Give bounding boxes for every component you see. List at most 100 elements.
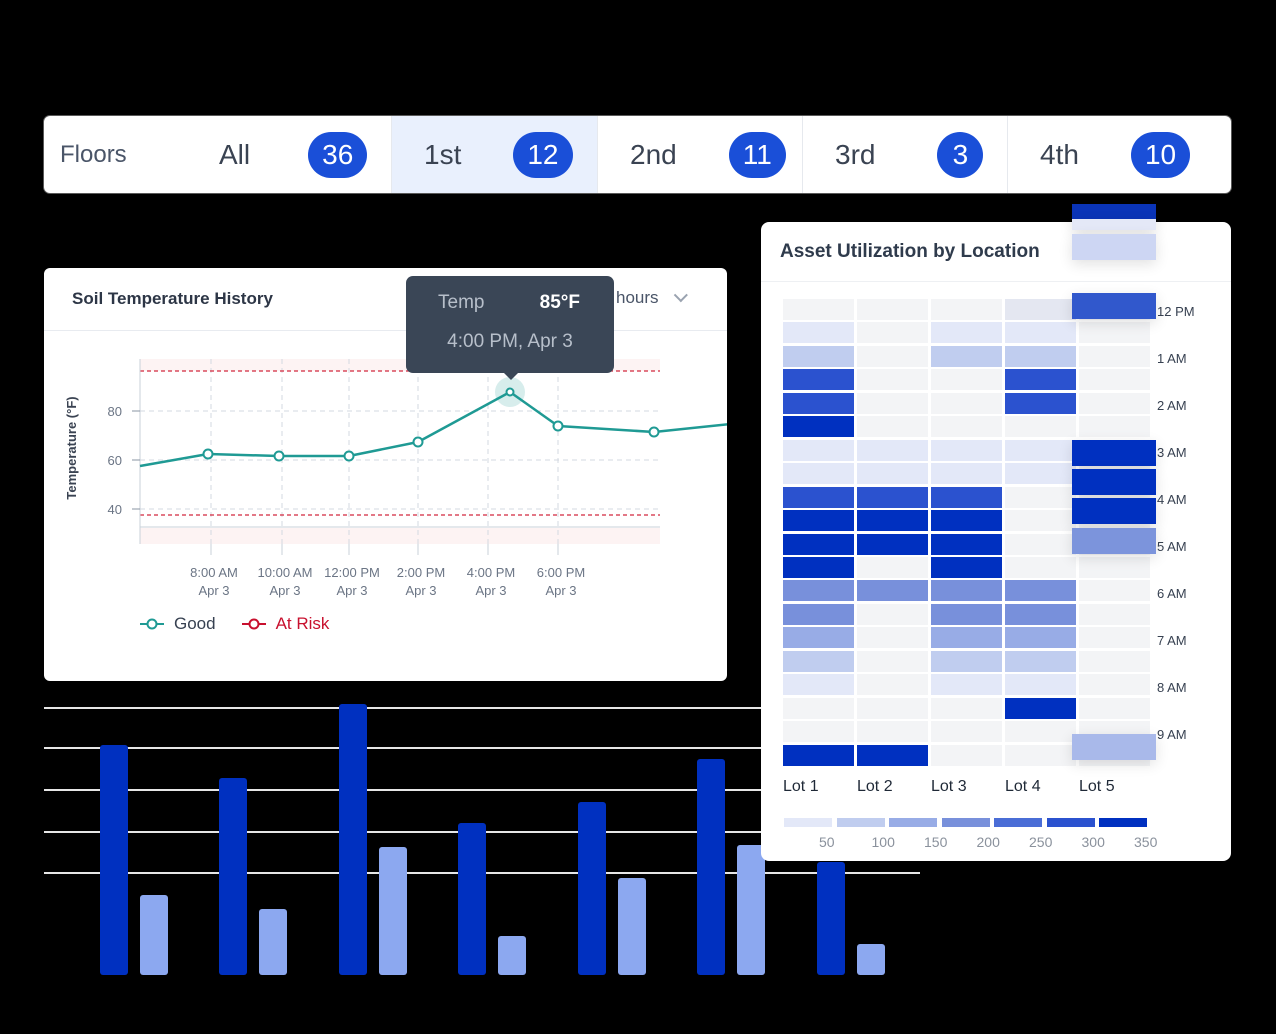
heatmap-cell[interactable] [931, 744, 1002, 766]
heatmap-cell[interactable] [857, 392, 928, 414]
data-point[interactable] [273, 450, 285, 462]
heatmap-cell[interactable] [857, 463, 928, 485]
heatmap-cell[interactable] [1005, 463, 1076, 485]
heatmap-cell[interactable] [857, 439, 928, 461]
heatmap-cell[interactable] [931, 369, 1002, 391]
heatmap-cell[interactable] [783, 744, 854, 766]
heatmap-cell[interactable] [931, 697, 1002, 719]
heatmap-cell[interactable] [1005, 392, 1076, 414]
heatmap-cell[interactable] [931, 533, 1002, 555]
data-point[interactable] [552, 420, 564, 432]
heatmap-cell[interactable] [1005, 510, 1076, 532]
heatmap-cell[interactable] [1005, 721, 1076, 743]
heatmap-cell[interactable] [1079, 697, 1150, 719]
heatmap-cell[interactable] [857, 556, 928, 578]
heatmap-cell[interactable] [931, 463, 1002, 485]
heatmap-cell[interactable] [1079, 627, 1150, 649]
floor-tab-2nd[interactable]: 2nd 11 [597, 116, 802, 193]
heatmap-cell[interactable] [1005, 603, 1076, 625]
floating-heatmap-cell[interactable] [1072, 219, 1156, 230]
heatmap-cell[interactable] [1079, 392, 1150, 414]
heatmap-cell[interactable] [931, 322, 1002, 344]
heatmap-cell[interactable] [857, 533, 928, 555]
heatmap-cell[interactable] [931, 580, 1002, 602]
heatmap-cell[interactable] [931, 721, 1002, 743]
heatmap-cell[interactable] [857, 721, 928, 743]
heatmap-cell[interactable] [783, 345, 854, 367]
heatmap-cell[interactable] [1079, 650, 1150, 672]
heatmap-cell[interactable] [857, 697, 928, 719]
heatmap-cell[interactable] [1005, 486, 1076, 508]
floating-heatmap-cell[interactable] [1072, 469, 1156, 495]
floating-heatmap-cell[interactable] [1072, 234, 1156, 260]
heatmap-cell[interactable] [931, 416, 1002, 438]
heatmap-cell[interactable] [857, 510, 928, 532]
heatmap-cell[interactable] [857, 299, 928, 320]
heatmap-cell[interactable] [783, 603, 854, 625]
heatmap-cell[interactable] [1005, 650, 1076, 672]
data-point[interactable] [648, 426, 660, 438]
heatmap-cell[interactable] [783, 510, 854, 532]
floating-heatmap-cell[interactable] [1072, 734, 1156, 760]
heatmap-cell[interactable] [783, 650, 854, 672]
data-point[interactable] [412, 436, 424, 448]
heatmap-cell[interactable] [783, 486, 854, 508]
heatmap-cell[interactable] [857, 674, 928, 696]
heatmap-cell[interactable] [783, 369, 854, 391]
heatmap-cell[interactable] [857, 627, 928, 649]
heatmap-cell[interactable] [1005, 674, 1076, 696]
heatmap-cell[interactable] [783, 580, 854, 602]
heatmap-cell[interactable] [783, 463, 854, 485]
heatmap-cell[interactable] [783, 533, 854, 555]
heatmap-cell[interactable] [1079, 345, 1150, 367]
floating-heatmap-cell[interactable] [1072, 498, 1156, 524]
heatmap-cell[interactable] [1005, 439, 1076, 461]
heatmap-cell[interactable] [857, 580, 928, 602]
heatmap-cell[interactable] [857, 322, 928, 344]
floor-tab-3rd[interactable]: 3rd 3 [802, 116, 1007, 193]
heatmap-cell[interactable] [857, 744, 928, 766]
heatmap-cell[interactable] [931, 392, 1002, 414]
data-point[interactable] [505, 387, 515, 397]
floating-heatmap-cell[interactable] [1072, 528, 1156, 554]
heatmap-cell[interactable] [783, 697, 854, 719]
time-range-dropdown[interactable]: hours [616, 288, 688, 308]
heatmap-cell[interactable] [931, 510, 1002, 532]
data-point[interactable] [202, 448, 214, 460]
heatmap-cell[interactable] [783, 416, 854, 438]
heatmap-cell[interactable] [1079, 369, 1150, 391]
legend-item-at-risk[interactable]: At Risk [241, 614, 329, 634]
floating-heatmap-cell[interactable] [1072, 440, 1156, 466]
heatmap-cell[interactable] [1005, 627, 1076, 649]
heatmap-cell[interactable] [783, 439, 854, 461]
heatmap-cell[interactable] [1005, 369, 1076, 391]
heatmap-cell[interactable] [1079, 416, 1150, 438]
heatmap-cell[interactable] [857, 603, 928, 625]
heatmap-cell[interactable] [1005, 697, 1076, 719]
heatmap-cell[interactable] [1005, 556, 1076, 578]
heatmap-cell[interactable] [857, 369, 928, 391]
data-point[interactable] [343, 450, 355, 462]
floor-tab-1st[interactable]: 1st 12 [391, 116, 597, 193]
heatmap-cell[interactable] [1079, 580, 1150, 602]
heatmap-cell[interactable] [931, 439, 1002, 461]
floor-tab-all[interactable]: All 36 [191, 116, 391, 193]
heatmap-cell[interactable] [783, 556, 854, 578]
heatmap-cell[interactable] [1005, 580, 1076, 602]
heatmap-cell[interactable] [931, 650, 1002, 672]
heatmap-cell[interactable] [1005, 345, 1076, 367]
heatmap-cell[interactable] [1005, 416, 1076, 438]
heatmap-cell[interactable] [783, 627, 854, 649]
heatmap-cell[interactable] [783, 299, 854, 320]
heatmap-cell[interactable] [931, 674, 1002, 696]
heatmap-cell[interactable] [931, 556, 1002, 578]
heatmap-cell[interactable] [1005, 322, 1076, 344]
heatmap-cell[interactable] [1079, 556, 1150, 578]
heatmap-cell[interactable] [783, 392, 854, 414]
heatmap-cell[interactable] [931, 486, 1002, 508]
heatmap-cell[interactable] [1079, 603, 1150, 625]
heatmap-cell[interactable] [857, 650, 928, 672]
heatmap-cell[interactable] [1005, 533, 1076, 555]
floor-tab-4th[interactable]: 4th 10 [1007, 116, 1231, 193]
heatmap-cell[interactable] [857, 345, 928, 367]
